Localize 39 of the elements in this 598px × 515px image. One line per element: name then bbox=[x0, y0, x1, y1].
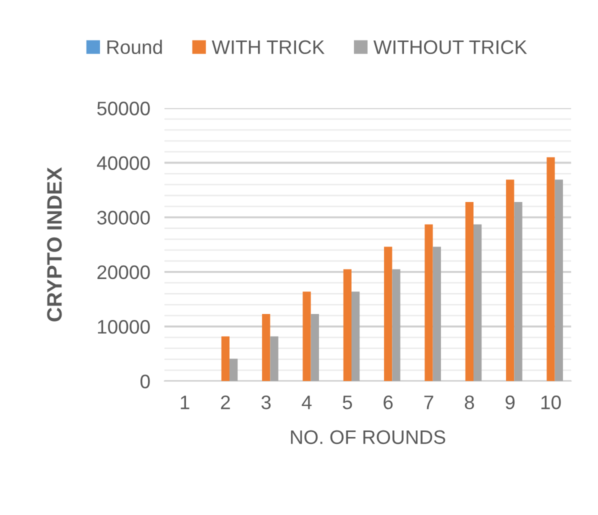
bar bbox=[262, 314, 270, 382]
y-tick-label: 30000 bbox=[97, 210, 150, 225]
x-tick-label: 1 bbox=[180, 396, 190, 410]
bar bbox=[465, 202, 474, 382]
bar bbox=[514, 202, 522, 382]
bar bbox=[310, 314, 319, 382]
bar bbox=[270, 336, 278, 382]
x-tick-label: 5 bbox=[342, 396, 352, 410]
bar bbox=[230, 358, 238, 382]
x-tick-label: 7 bbox=[424, 396, 434, 410]
y-axis-title: CRYPTO INDEX bbox=[47, 167, 62, 322]
y-tick-label: 0 bbox=[140, 374, 150, 388]
y-tick-label: 20000 bbox=[97, 265, 150, 280]
legend-label: WITHOUT TRICK bbox=[373, 40, 527, 54]
bar bbox=[506, 180, 514, 382]
bar bbox=[384, 246, 392, 382]
x-axis-title: NO. OF ROUNDS bbox=[291, 430, 446, 444]
x-tick-label: 4 bbox=[302, 396, 312, 410]
x-tick-label: 8 bbox=[464, 396, 474, 410]
bar bbox=[352, 292, 360, 382]
bar bbox=[302, 292, 311, 382]
x-tick-label: 3 bbox=[261, 396, 271, 410]
bar bbox=[554, 180, 563, 382]
y-tick-label: 40000 bbox=[96, 156, 150, 170]
bar bbox=[343, 269, 352, 382]
bar bbox=[392, 269, 400, 382]
x-tick-label: 10 bbox=[541, 396, 561, 410]
bar bbox=[221, 336, 230, 382]
x-tick-label: 9 bbox=[506, 396, 515, 410]
legend-label: WITH TRICK bbox=[212, 40, 325, 54]
bar bbox=[546, 157, 555, 382]
legend-label: Round bbox=[107, 40, 162, 54]
x-tick-label: 2 bbox=[221, 396, 230, 410]
bar bbox=[473, 224, 482, 382]
y-tick-label: 50000 bbox=[97, 102, 150, 116]
x-tick-label: 6 bbox=[384, 396, 393, 410]
bar bbox=[424, 224, 433, 382]
bar bbox=[432, 246, 441, 382]
y-tick-label: 10000 bbox=[98, 320, 150, 334]
